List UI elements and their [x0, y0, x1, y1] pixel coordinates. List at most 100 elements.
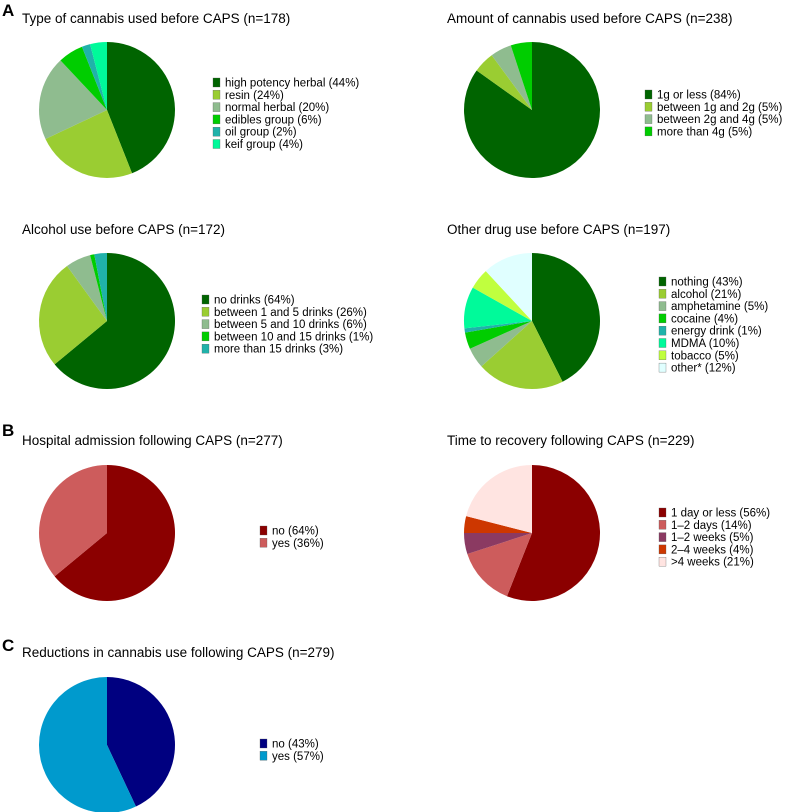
legend-label: yes (36%): [272, 538, 324, 550]
legend-swatch: [201, 331, 210, 342]
pie-slice: [67, 255, 107, 321]
panel-label-c: C: [2, 636, 14, 655]
legend-label: amphetamine (5%): [671, 301, 768, 313]
pie-slice: [476, 55, 532, 110]
legend-swatch: [658, 313, 667, 324]
pie-slice: [94, 252, 107, 321]
legend-swatch: [658, 326, 667, 336]
legend-swatch: [658, 362, 667, 373]
legend-label: cocaine (4%): [671, 313, 738, 325]
pie-slice: [467, 533, 532, 597]
legend-label: between 1 and 5 drinks (26%): [214, 307, 367, 319]
legend-label: between 5 and 10 drinks (6%): [214, 319, 367, 331]
panel-label-b: B: [2, 421, 14, 440]
pie-chart-1: Type of cannabis used before CAPS (n=178…: [22, 11, 359, 178]
legend-swatch: [644, 114, 653, 124]
legend-swatch: [201, 344, 210, 354]
legend-swatch: [259, 738, 268, 749]
chart-title: Time to recovery following CAPS (n=229): [447, 433, 694, 448]
legend-label: MDMA (10%): [671, 338, 740, 350]
legend-label: 2–4 weeks (4%): [671, 544, 754, 556]
legend-swatch: [201, 307, 210, 317]
legend-label: more than 15 drinks (3%): [214, 344, 343, 356]
legend-label: no (64%): [272, 526, 319, 538]
legend-swatch: [658, 350, 667, 360]
pie-slice: [90, 42, 107, 110]
pie-chart-6: Time to recovery following CAPS (n=229) 1…: [447, 433, 770, 601]
pie-slice: [107, 42, 175, 174]
charts-container: Type of cannabis used before CAPS (n=178…: [22, 11, 782, 812]
legend-swatch: [658, 507, 667, 518]
legend-swatch: [212, 127, 221, 137]
legend-label: edibles group (6%): [225, 114, 322, 126]
pie-slice: [464, 321, 532, 333]
legend-label: 1g or less (84%): [657, 90, 741, 102]
legend-label: tobacco (5%): [671, 350, 739, 362]
legend-swatch: [212, 139, 221, 149]
pie-slice: [481, 321, 563, 390]
legend-swatch: [658, 338, 667, 348]
legend-swatch: [658, 301, 667, 311]
legend-label: yes (57%): [272, 751, 324, 763]
legend-label: high potency herbal (44%): [225, 78, 359, 90]
pie-slice: [506, 464, 601, 601]
pie-slice: [463, 287, 532, 329]
legend-swatch: [658, 557, 667, 567]
pie-slice: [510, 42, 532, 110]
chart-title: Alcohol use before CAPS (n=172): [22, 222, 225, 237]
legend-label: keif group (4%): [225, 139, 303, 151]
legend-swatch: [212, 102, 221, 112]
pie-slice: [532, 253, 600, 382]
legend-label: between 10 and 15 drinks (1%): [214, 331, 373, 343]
chart-title: Type of cannabis used before CAPS (n=178…: [22, 11, 290, 26]
legend-swatch: [201, 319, 210, 329]
legend-label: no (43%): [272, 739, 319, 751]
pie-chart-2: Amount of cannabis used before CAPS (n=2…: [447, 11, 782, 178]
pie-slice: [485, 252, 532, 321]
pie-slice: [464, 533, 532, 555]
pie-slice: [469, 321, 532, 367]
legend-swatch: [259, 538, 268, 548]
pie-slice: [107, 677, 176, 807]
legend-label: between 2g and 4g (5%): [657, 114, 782, 126]
legend-swatch: [658, 532, 667, 542]
chart-title: Amount of cannabis used before CAPS (n=2…: [447, 11, 733, 26]
legend-label: more than 4g (5%): [657, 126, 752, 138]
legend-swatch: [644, 89, 653, 100]
pie-slice: [38, 60, 107, 139]
legend-label: energy drink (1%): [671, 326, 762, 338]
chart-title: Hospital admission following CAPS (n=277…: [22, 433, 283, 448]
legend-label: nothing (43%): [671, 277, 743, 289]
pie-slice: [39, 677, 136, 812]
pie-slice: [491, 45, 532, 110]
pie-slice: [464, 516, 532, 533]
pie-chart-5: Hospital admission following CAPS (n=277…: [22, 433, 324, 601]
legend-label: normal herbal (20%): [225, 102, 329, 114]
legend-swatch: [212, 90, 221, 100]
chart-title: Other drug use before CAPS (n=197): [447, 222, 670, 237]
pie-slice: [54, 253, 176, 389]
legend-label: no drinks (64%): [214, 295, 295, 307]
pie-slice: [45, 110, 133, 178]
legend-swatch: [201, 294, 210, 305]
chart-title: Reductions in cannabis use following CAP…: [22, 645, 335, 660]
legend-swatch: [658, 289, 667, 299]
legend-swatch: [658, 544, 667, 555]
pie-slice: [90, 254, 107, 321]
panel-label-a: A: [2, 1, 14, 20]
pie-slice: [81, 44, 107, 110]
pie-slice: [60, 46, 107, 110]
legend-label: other* (12%): [671, 363, 736, 375]
legend-label: 1–2 days (14%): [671, 520, 752, 532]
legend-swatch: [212, 114, 221, 125]
legend-label: between 1g and 2g (5%): [657, 102, 782, 114]
pie-slice: [466, 465, 532, 533]
legend-label: alcohol (21%): [671, 289, 741, 301]
legend-swatch: [658, 276, 667, 287]
pie-slice: [39, 465, 107, 577]
pie-slice: [464, 41, 601, 178]
legend-swatch: [259, 751, 268, 761]
pie-slice: [464, 321, 532, 349]
legend-swatch: [644, 126, 653, 137]
